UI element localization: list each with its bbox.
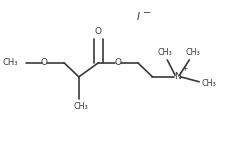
Text: I: I [136,12,139,22]
Text: CH₃: CH₃ [158,48,173,57]
Text: O: O [41,58,48,67]
Text: O: O [95,27,102,36]
Text: −: − [143,8,151,18]
Text: CH₃: CH₃ [74,102,89,111]
Text: O: O [115,58,122,67]
Text: CH₃: CH₃ [2,58,18,67]
Text: CH₃: CH₃ [186,48,200,57]
Text: CH₃: CH₃ [201,79,216,88]
Text: N: N [174,72,180,81]
Text: +: + [181,64,188,73]
